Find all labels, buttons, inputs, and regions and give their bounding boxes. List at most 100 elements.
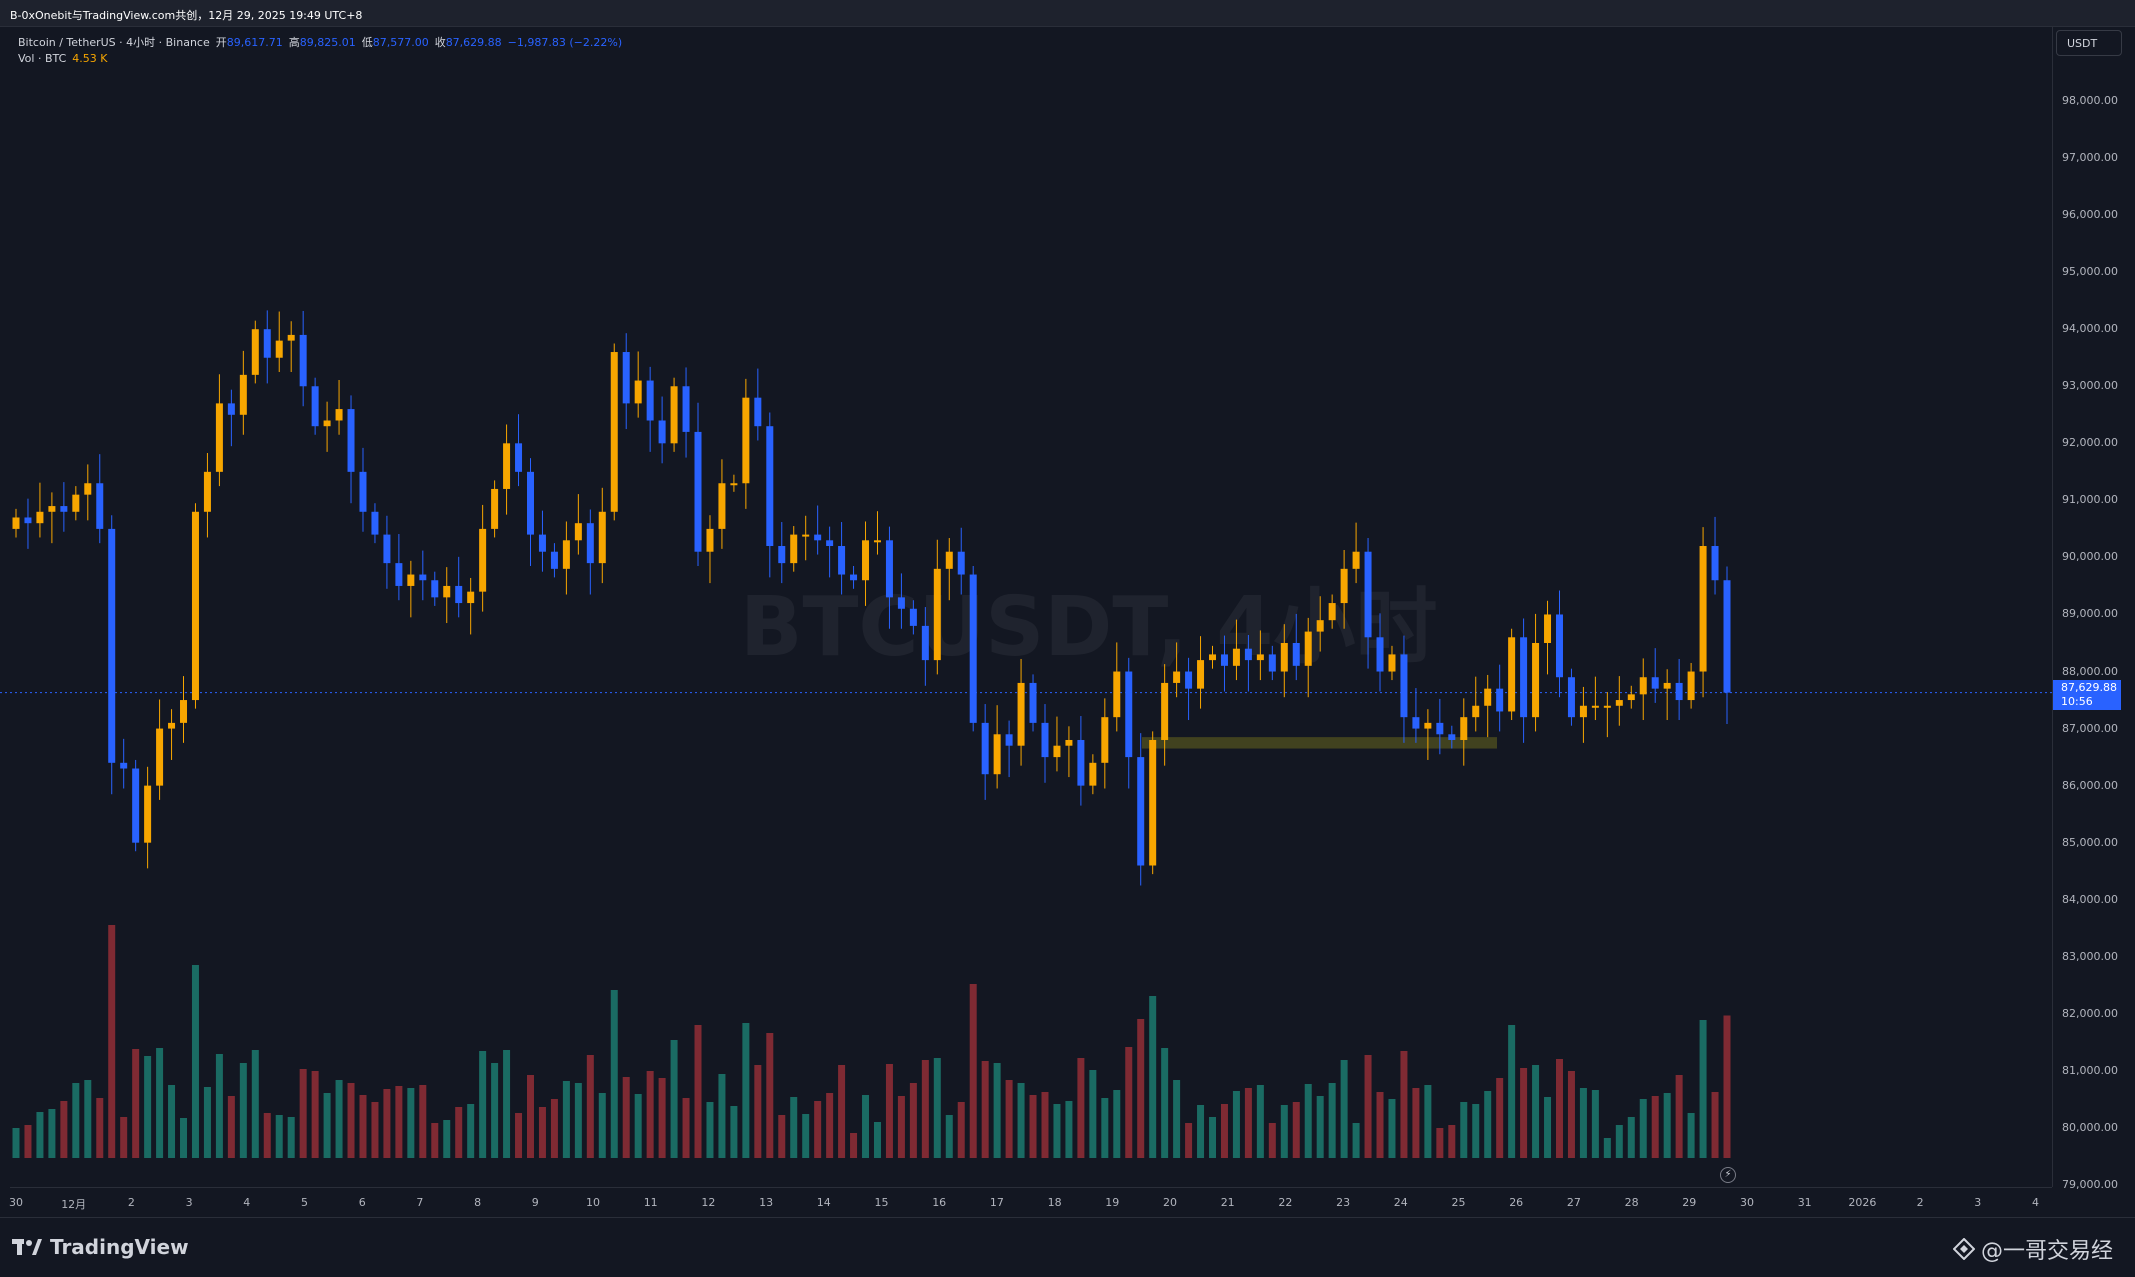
volume-bar	[598, 1093, 606, 1158]
candle-body	[1149, 739, 1157, 866]
volume-bar	[431, 1123, 439, 1158]
candle-body	[957, 551, 965, 575]
candle-body	[1209, 654, 1217, 661]
volume-bar	[1340, 1060, 1348, 1158]
currency-selector[interactable]: USDT	[2056, 30, 2122, 56]
volume-bar	[670, 1040, 678, 1158]
price-tick-label: 91,000.00	[2062, 493, 2118, 507]
candle-body	[1232, 648, 1240, 666]
volume-bar	[12, 1128, 20, 1158]
candle-body	[1304, 631, 1312, 666]
current-price: 87,629.88	[2061, 680, 2117, 694]
candle-body	[586, 523, 594, 564]
volume-bar	[1137, 1019, 1145, 1158]
price-tick-label: 95,000.00	[2062, 265, 2118, 279]
volume-bar	[1280, 1105, 1288, 1158]
candle-body	[885, 540, 893, 598]
volume-bar	[263, 1113, 271, 1158]
volume-bar	[706, 1102, 714, 1158]
candle-body	[1532, 643, 1540, 718]
candle-body	[538, 534, 546, 552]
candle-body	[778, 546, 786, 564]
volume-bar	[443, 1120, 451, 1158]
candle-body	[1711, 546, 1719, 581]
time-tick-label: 12	[701, 1196, 716, 1209]
candle-body	[1651, 677, 1659, 689]
price-axis[interactable]	[2052, 27, 2135, 1187]
candle-body	[610, 352, 618, 512]
volume-bar	[658, 1078, 666, 1158]
price-tick-label: 79,000.00	[2062, 1178, 2118, 1191]
time-tick-label: 6	[358, 1196, 366, 1209]
volume-bar	[754, 1065, 762, 1158]
volume-bar	[957, 1102, 965, 1158]
volume-bar	[1723, 1015, 1731, 1158]
candle-body	[1244, 648, 1252, 661]
time-axis[interactable]	[10, 1187, 2052, 1217]
time-tick-label: 13	[759, 1196, 774, 1209]
volume-bar	[1555, 1059, 1563, 1158]
price-tick-label: 85,000.00	[2062, 835, 2118, 849]
chart-title: B-0xOnebit与TradingView.com共创，12月 29, 202…	[10, 9, 363, 22]
lightning-icon[interactable]: ⚡	[1720, 1167, 1736, 1183]
volume-bar	[467, 1104, 475, 1158]
support-zone[interactable]	[1142, 737, 1497, 749]
author-name: @一哥交易经	[1980, 1239, 2113, 1264]
volume-bar	[826, 1093, 834, 1158]
candle-body	[515, 443, 523, 472]
volume-bar	[180, 1118, 188, 1158]
candle-body	[670, 386, 678, 444]
volume-bar	[634, 1094, 642, 1158]
time-tick-label: 22	[1278, 1196, 1293, 1209]
candle-body	[1687, 671, 1695, 701]
time-tick-label: 29	[1682, 1196, 1697, 1209]
volume-bar	[156, 1048, 164, 1158]
candle-body	[1101, 717, 1109, 763]
volume-bar	[802, 1114, 810, 1158]
top-bar: B-0xOnebit与TradingView.com共创，12月 29, 202…	[0, 0, 2135, 27]
price-tick-label: 97,000.00	[2062, 151, 2118, 165]
volume-bar	[1316, 1096, 1324, 1158]
candle-body	[215, 403, 223, 472]
high-label: 高	[288, 36, 300, 49]
volume-bar	[1352, 1123, 1360, 1158]
time-tick-label: 9	[531, 1196, 539, 1209]
volume-label[interactable]: Vol · BTC	[18, 51, 67, 65]
volume-bar	[503, 1050, 511, 1158]
volume-bar	[610, 990, 618, 1158]
volume-bar	[1149, 996, 1157, 1158]
candle-body	[1460, 717, 1468, 740]
candle-body	[1376, 637, 1384, 672]
candle-body	[1005, 734, 1013, 746]
candle-body	[945, 551, 953, 569]
volume-bar	[1388, 1099, 1396, 1158]
price-tick-label: 94,000.00	[2062, 322, 2118, 336]
candle-body	[1340, 568, 1348, 604]
time-tick-label: 2026	[1848, 1196, 1877, 1209]
candle-body	[1723, 580, 1731, 693]
time-tick-label: 25	[1451, 1196, 1466, 1209]
time-tick-label: 11	[643, 1196, 658, 1209]
volume-bar	[1113, 1090, 1121, 1158]
candle-body	[275, 340, 283, 358]
candle-body	[168, 722, 176, 729]
time-tick-label: 16	[932, 1196, 947, 1209]
volume-bar	[36, 1112, 44, 1158]
candle-body	[742, 397, 750, 484]
price-tick-label: 81,000.00	[2062, 1063, 2118, 1077]
candle-body	[981, 722, 989, 775]
price-chart[interactable]	[0, 27, 2052, 1187]
time-tick-label: 4	[243, 1196, 251, 1209]
tradingview-logo[interactable]: TradingView	[12, 1235, 189, 1259]
volume-bar	[108, 925, 116, 1158]
volume-bar	[515, 1113, 523, 1158]
candle-body	[1041, 722, 1049, 758]
candle-body	[1639, 677, 1647, 695]
volume-bar	[371, 1102, 379, 1158]
candle-body	[1280, 643, 1288, 672]
volume-bar	[479, 1051, 487, 1158]
candle-body	[658, 420, 666, 444]
volume-bar	[1077, 1058, 1085, 1158]
legend-symbol[interactable]: Bitcoin / TetherUS · 4小时 · Binance	[18, 36, 210, 49]
volume-bar	[622, 1077, 630, 1158]
